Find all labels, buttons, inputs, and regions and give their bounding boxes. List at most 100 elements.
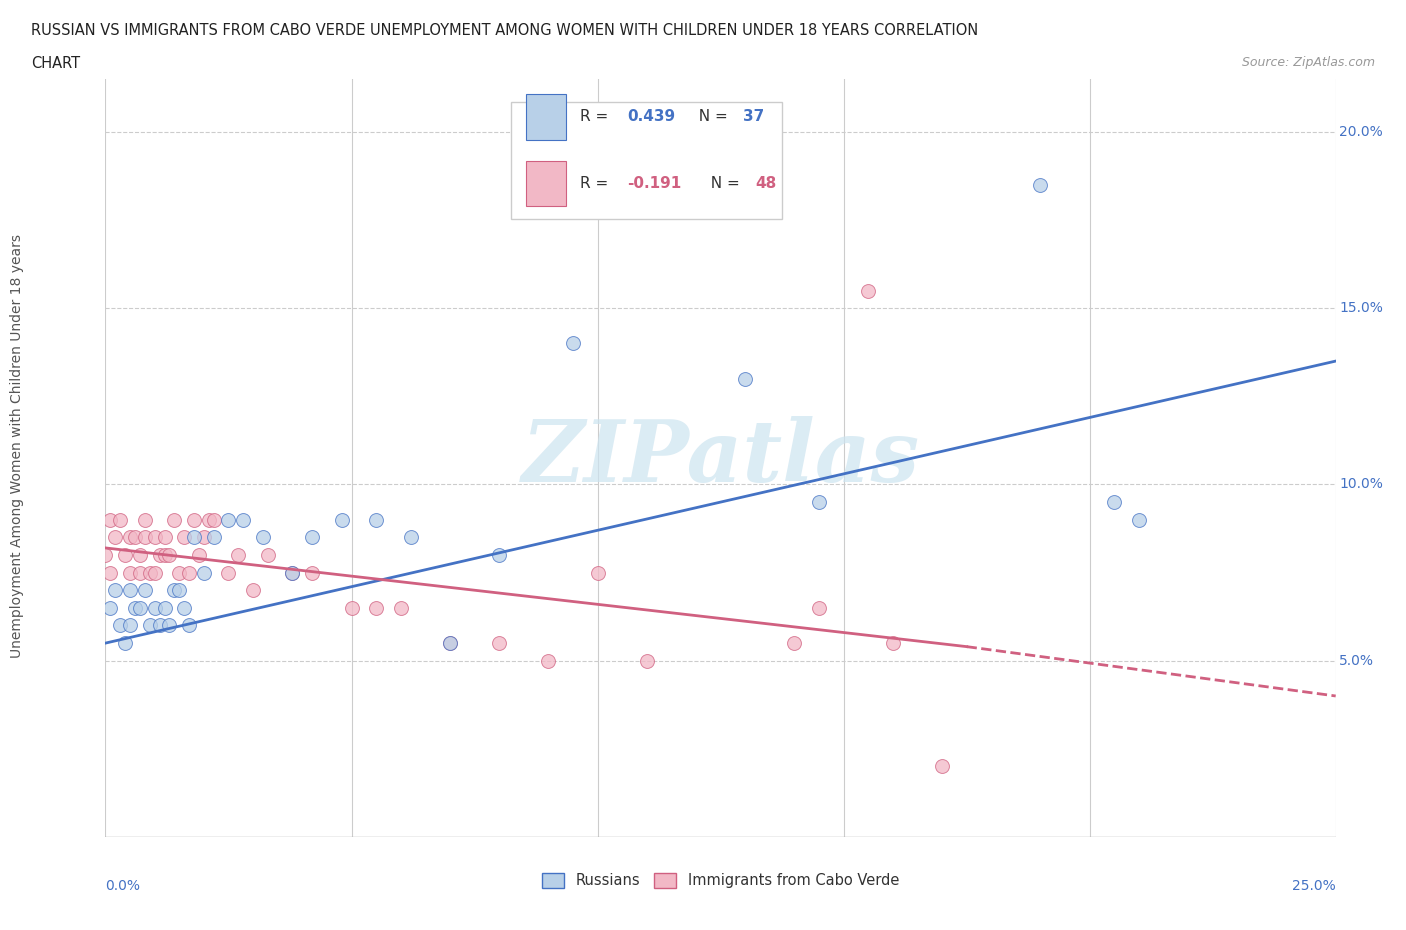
Point: [232, 512, 254, 527]
Text: 48: 48: [755, 176, 776, 192]
Point: [202, 530, 225, 545]
Point: [179, 565, 201, 580]
Point: [218, 565, 240, 580]
Point: [134, 530, 156, 545]
Point: [98, 512, 122, 527]
Point: [439, 636, 461, 651]
Point: [1128, 512, 1150, 527]
Point: [129, 548, 152, 563]
Point: [188, 548, 211, 563]
FancyBboxPatch shape: [526, 94, 565, 140]
Point: [163, 583, 186, 598]
Point: [202, 512, 225, 527]
Point: [159, 548, 180, 563]
Point: [783, 636, 806, 651]
Point: [252, 530, 274, 545]
Point: [169, 583, 191, 598]
Point: [218, 512, 240, 527]
Point: [330, 512, 353, 527]
Point: [228, 548, 250, 563]
Text: ZIPatlas: ZIPatlas: [522, 417, 920, 499]
Point: [197, 512, 219, 527]
Point: [94, 548, 117, 563]
Point: [134, 583, 156, 598]
Point: [399, 530, 422, 545]
Point: [173, 530, 195, 545]
Point: [104, 530, 127, 545]
Text: 37: 37: [742, 110, 763, 125]
Point: [153, 601, 176, 616]
Point: [366, 512, 388, 527]
Point: [110, 618, 132, 633]
Point: [858, 283, 880, 298]
Point: [488, 636, 510, 651]
Text: 5.0%: 5.0%: [1340, 654, 1375, 668]
Point: [179, 618, 201, 633]
Point: [281, 565, 304, 580]
Point: [183, 512, 205, 527]
Point: [301, 565, 323, 580]
Point: [586, 565, 609, 580]
Text: RUSSIAN VS IMMIGRANTS FROM CABO VERDE UNEMPLOYMENT AMONG WOMEN WITH CHILDREN UND: RUSSIAN VS IMMIGRANTS FROM CABO VERDE UN…: [31, 23, 979, 38]
Point: [120, 565, 141, 580]
Point: [98, 565, 122, 580]
Point: [439, 636, 461, 651]
Legend: Russians, Immigrants from Cabo Verde: Russians, Immigrants from Cabo Verde: [536, 867, 905, 894]
Point: [120, 583, 141, 598]
Point: [114, 636, 136, 651]
Text: 0.439: 0.439: [627, 110, 675, 125]
Point: [134, 512, 156, 527]
Point: [257, 548, 280, 563]
Point: [882, 636, 904, 651]
Point: [734, 371, 756, 386]
Point: [153, 548, 176, 563]
Point: [104, 583, 127, 598]
Text: Source: ZipAtlas.com: Source: ZipAtlas.com: [1241, 56, 1375, 69]
Point: [807, 495, 830, 510]
Point: [149, 618, 172, 633]
Point: [149, 548, 172, 563]
Text: 20.0%: 20.0%: [1340, 125, 1384, 139]
Text: 15.0%: 15.0%: [1340, 301, 1384, 315]
Point: [143, 565, 166, 580]
Point: [120, 530, 141, 545]
Point: [143, 530, 166, 545]
Point: [169, 565, 191, 580]
Text: 0.0%: 0.0%: [105, 879, 141, 893]
Point: [242, 583, 264, 598]
Text: R =: R =: [581, 176, 613, 192]
Point: [110, 512, 132, 527]
Point: [124, 601, 146, 616]
Text: 25.0%: 25.0%: [1292, 879, 1336, 893]
Point: [163, 512, 186, 527]
Point: [488, 548, 510, 563]
Point: [562, 336, 585, 351]
Point: [143, 601, 166, 616]
Point: [153, 530, 176, 545]
Text: N =: N =: [702, 176, 745, 192]
Text: -0.191: -0.191: [627, 176, 682, 192]
Point: [193, 530, 215, 545]
Text: CHART: CHART: [31, 56, 80, 71]
Point: [366, 601, 388, 616]
Text: R =: R =: [581, 110, 613, 125]
Point: [193, 565, 215, 580]
Point: [138, 565, 162, 580]
Point: [636, 653, 658, 668]
Point: [537, 653, 560, 668]
Point: [173, 601, 195, 616]
Point: [931, 759, 953, 774]
Point: [183, 530, 205, 545]
Point: [281, 565, 304, 580]
Point: [138, 618, 162, 633]
Text: Unemployment Among Women with Children Under 18 years: Unemployment Among Women with Children U…: [10, 234, 24, 658]
Point: [389, 601, 412, 616]
FancyBboxPatch shape: [526, 161, 565, 206]
Point: [114, 548, 136, 563]
Text: 10.0%: 10.0%: [1340, 477, 1384, 491]
Point: [159, 618, 180, 633]
Point: [124, 530, 146, 545]
Point: [301, 530, 323, 545]
Point: [1102, 495, 1125, 510]
Point: [340, 601, 363, 616]
